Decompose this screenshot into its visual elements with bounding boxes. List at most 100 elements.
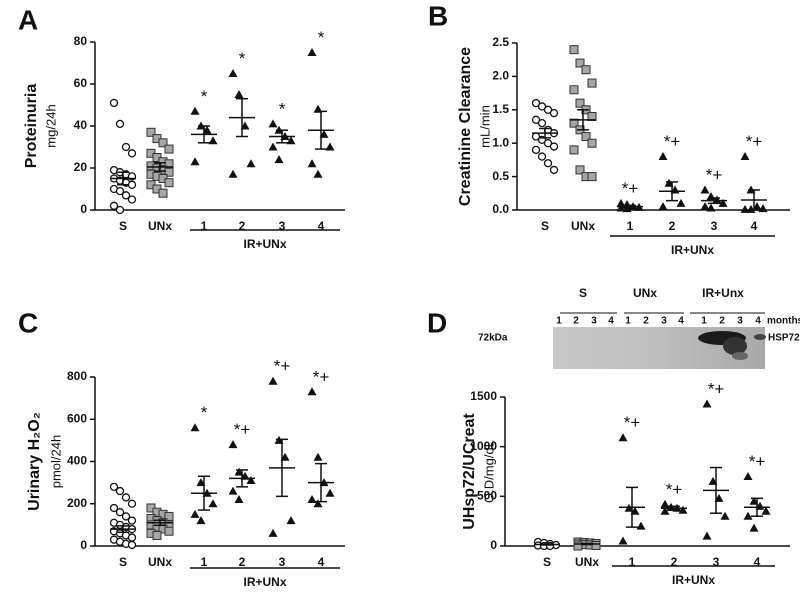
x-tick-label: S bbox=[541, 219, 549, 233]
y-tick-label: 600 bbox=[67, 411, 87, 425]
y-axis-title: Proteinuria bbox=[23, 84, 40, 169]
panel-label: A bbox=[18, 4, 38, 35]
data-point bbox=[313, 452, 323, 461]
significance-mark: *+ bbox=[749, 452, 766, 471]
significance-mark: *+ bbox=[624, 413, 641, 432]
data-point bbox=[127, 533, 137, 542]
blot-group-label: IR+Unx bbox=[702, 286, 744, 300]
data-point bbox=[658, 152, 668, 161]
data-point bbox=[702, 399, 712, 408]
y-tick-label: 500 bbox=[477, 489, 497, 503]
data-point bbox=[537, 119, 547, 128]
x-tick-label: S bbox=[119, 219, 127, 233]
lane-label: 2 bbox=[643, 316, 649, 327]
data-point bbox=[569, 45, 579, 55]
significance-mark: *+ bbox=[313, 367, 330, 386]
data-point bbox=[718, 198, 728, 207]
data-point bbox=[228, 69, 238, 77]
y-tick-label: 2.5 bbox=[492, 35, 509, 49]
data-point bbox=[246, 476, 256, 485]
lane-label: 4 bbox=[608, 316, 614, 327]
data-point bbox=[660, 499, 670, 508]
data-point bbox=[121, 142, 131, 152]
x-tick-label: 2 bbox=[669, 219, 676, 233]
data-point bbox=[581, 65, 591, 75]
data-point bbox=[158, 188, 168, 198]
significance-mark: * bbox=[239, 49, 246, 68]
significance-mark: *+ bbox=[664, 132, 681, 151]
x-tick-label: 4 bbox=[754, 555, 761, 569]
data-point bbox=[190, 157, 200, 166]
y-tick-label: 1.0 bbox=[492, 135, 509, 149]
group-label: IR+UNx bbox=[243, 575, 286, 589]
y-axis-title: UHsp72/UCreat bbox=[461, 413, 478, 530]
data-point bbox=[234, 90, 244, 98]
x-tick-label: 3 bbox=[279, 219, 286, 233]
y-axis-unit: mg/24h bbox=[43, 104, 58, 147]
significance-mark: * bbox=[201, 403, 208, 422]
data-point bbox=[115, 119, 125, 129]
y-tick-label: 1.5 bbox=[492, 102, 509, 116]
data-point bbox=[700, 202, 710, 211]
data-point bbox=[109, 201, 119, 210]
data-point bbox=[575, 58, 585, 68]
data-point bbox=[678, 505, 688, 514]
data-point bbox=[569, 145, 579, 155]
y-axis-title: Urinary H₂O₂ bbox=[26, 412, 43, 511]
x-tick-label: 1 bbox=[627, 219, 634, 233]
data-point bbox=[127, 180, 137, 189]
x-tick-label: 3 bbox=[711, 219, 718, 233]
x-tick-label: 2 bbox=[239, 555, 246, 569]
data-point bbox=[325, 142, 335, 151]
data-point bbox=[313, 499, 323, 508]
data-point bbox=[190, 423, 200, 432]
significance-mark: *+ bbox=[274, 357, 291, 376]
x-tick-label: 3 bbox=[713, 555, 720, 569]
data-point bbox=[581, 132, 591, 142]
panel-label: B bbox=[428, 0, 448, 31]
data-point bbox=[190, 106, 200, 115]
data-point bbox=[573, 541, 583, 551]
data-point bbox=[618, 536, 628, 545]
x-tick-label: S bbox=[119, 555, 127, 569]
data-point bbox=[109, 503, 119, 513]
data-point bbox=[208, 136, 218, 145]
data-point bbox=[587, 138, 597, 148]
significance-mark: *+ bbox=[234, 420, 251, 439]
data-point bbox=[121, 512, 131, 521]
y-axis-title: Creatinine Clearance bbox=[457, 47, 474, 206]
data-point bbox=[740, 204, 750, 213]
y-axis-unit: O.D/mg/dL bbox=[481, 440, 496, 503]
y-tick-label: 2.0 bbox=[492, 69, 509, 83]
data-point bbox=[196, 516, 206, 525]
data-point bbox=[152, 530, 162, 540]
data-point bbox=[700, 185, 710, 194]
group-label: IR+UNx bbox=[672, 573, 715, 587]
data-point bbox=[313, 169, 323, 178]
data-point bbox=[543, 139, 553, 148]
x-tick-label: 1 bbox=[201, 555, 208, 569]
data-point bbox=[127, 540, 137, 550]
data-point bbox=[636, 521, 646, 530]
data-point bbox=[228, 440, 238, 449]
data-point bbox=[575, 165, 585, 175]
y-tick-label: 0 bbox=[80, 538, 87, 552]
lane-label: 1 bbox=[701, 316, 707, 327]
x-tick-label: 4 bbox=[318, 219, 325, 233]
y-tick-label: 0.5 bbox=[492, 169, 509, 183]
x-tick-label: 2 bbox=[239, 219, 246, 233]
blot-protein: HSP72 bbox=[768, 333, 800, 344]
data-point bbox=[618, 433, 628, 442]
x-tick-label: 3 bbox=[279, 555, 286, 569]
data-point bbox=[706, 203, 716, 212]
y-tick-label: 80 bbox=[74, 34, 88, 48]
data-point bbox=[115, 186, 125, 196]
data-point bbox=[208, 499, 218, 508]
y-axis-unit: mL/min bbox=[477, 105, 492, 148]
y-tick-label: 0 bbox=[80, 202, 87, 216]
x-tick-label: 1 bbox=[629, 555, 636, 569]
data-point bbox=[115, 508, 125, 517]
data-point bbox=[228, 169, 238, 178]
x-tick-label: 2 bbox=[671, 555, 678, 569]
data-point bbox=[575, 98, 585, 108]
